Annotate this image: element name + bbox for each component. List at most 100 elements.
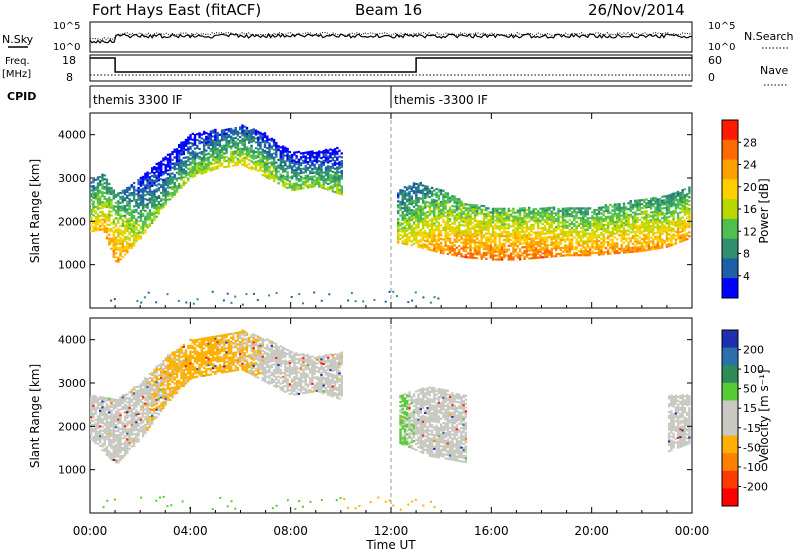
velocity-cell <box>108 397 111 400</box>
power-cell <box>584 209 587 212</box>
power-cell <box>207 133 210 136</box>
power-cell <box>476 212 479 215</box>
power-cell <box>532 212 535 215</box>
power-cell <box>306 153 310 156</box>
power-cell <box>288 162 292 165</box>
power-cell <box>613 207 617 210</box>
power-cell <box>209 132 212 135</box>
power-cell <box>609 246 612 249</box>
power-cell <box>90 189 93 192</box>
power-cell <box>424 243 427 246</box>
power-cell <box>200 168 203 171</box>
power-cell <box>119 248 122 251</box>
power-cell <box>528 234 531 237</box>
power-cell <box>539 254 542 257</box>
power-cell <box>373 298 376 301</box>
power-cell <box>112 248 115 251</box>
power-cell <box>164 183 167 186</box>
power-cell <box>512 250 515 253</box>
power-cell <box>686 212 689 215</box>
power-cell <box>123 232 127 235</box>
power-cell <box>324 168 328 171</box>
power-cell <box>112 255 115 258</box>
power-cell <box>151 204 154 207</box>
power-cell <box>507 258 510 261</box>
power-cell <box>480 232 483 235</box>
power-cell <box>667 204 671 207</box>
power-cell <box>573 246 576 249</box>
power-cell <box>112 195 115 198</box>
power-cell <box>656 231 659 234</box>
power-cell <box>627 249 630 252</box>
power-cell <box>491 258 495 261</box>
power-cell <box>634 240 637 243</box>
power-cell <box>241 163 244 166</box>
velocity-cell <box>94 440 97 443</box>
power-cell <box>331 157 334 160</box>
power-cell <box>557 252 560 256</box>
velocity-cell <box>110 456 113 459</box>
power-cell <box>209 134 212 137</box>
power-cell <box>597 218 601 221</box>
power-cell <box>500 233 504 236</box>
power-cell <box>121 240 124 243</box>
power-cell <box>232 143 235 146</box>
power-cell <box>259 143 262 146</box>
velocity-cell <box>105 430 109 433</box>
power-cell <box>446 231 450 234</box>
power-cell <box>546 240 549 243</box>
power-cell <box>656 210 659 213</box>
power-cell <box>419 183 422 187</box>
power-cell <box>514 231 517 234</box>
power-cell <box>539 231 542 234</box>
power-cell <box>532 223 535 226</box>
power-cell <box>318 179 321 182</box>
power-cell <box>114 236 118 239</box>
power-cell <box>426 236 429 239</box>
power-cell <box>299 171 303 174</box>
power-cell <box>424 216 427 219</box>
power-cell <box>275 147 278 150</box>
power-cell <box>121 189 124 192</box>
nave-label: Nave <box>760 64 788 77</box>
power-cell <box>426 189 429 192</box>
power-cell <box>148 209 152 212</box>
power-cell <box>151 180 154 184</box>
power-cell <box>327 155 330 158</box>
power-cell <box>263 161 267 164</box>
power-cell <box>437 247 441 250</box>
power-cell <box>469 227 472 230</box>
power-cell <box>471 217 474 220</box>
power-cell <box>625 245 628 248</box>
power-cell <box>620 220 623 223</box>
power-cell <box>155 170 158 173</box>
power-cell <box>667 207 671 211</box>
power-cell <box>530 233 533 236</box>
power-cell <box>552 237 556 240</box>
power-cell <box>272 164 276 167</box>
power-cell <box>155 211 158 214</box>
power-cell <box>629 231 632 234</box>
power-cell <box>607 231 610 234</box>
power-cell <box>467 207 470 210</box>
power-cell <box>428 203 431 206</box>
power-cell <box>101 179 104 182</box>
power-cell <box>430 218 434 221</box>
power-cell <box>313 167 316 170</box>
power-cell <box>494 231 497 234</box>
power-cell <box>408 235 411 239</box>
power-cell <box>435 225 438 228</box>
power-cell <box>473 212 477 215</box>
power-cell <box>462 218 465 221</box>
power-cell <box>480 241 483 245</box>
power-cell <box>295 166 298 169</box>
power-cell <box>496 227 499 230</box>
power-cell <box>498 217 501 220</box>
power-cell <box>268 294 271 297</box>
power-cell <box>105 178 109 181</box>
power-cell <box>534 256 538 259</box>
power-cell <box>622 202 626 205</box>
power-cell <box>494 233 497 236</box>
power-cell <box>103 205 106 208</box>
power-cell <box>507 236 510 240</box>
